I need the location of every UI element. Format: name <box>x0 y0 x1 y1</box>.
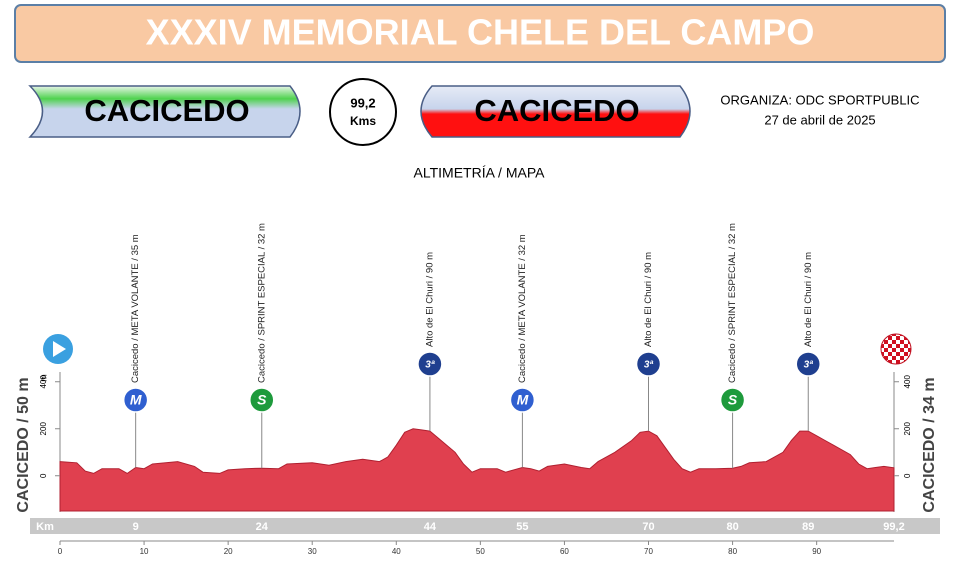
title: XXXIV MEMORIAL CHELE DEL CAMPO <box>146 12 815 53</box>
x-tick-label: 40 <box>392 547 401 556</box>
point-icon-text: 3ª <box>644 360 654 371</box>
point-icon <box>417 351 443 377</box>
start-name: CACICEDO <box>84 93 249 128</box>
y-tick-label: 400 <box>39 375 48 389</box>
point-icon-text: M <box>130 392 142 408</box>
point-label: Cacicedo / SPRINT ESPECIAL / 32 m <box>727 223 738 383</box>
km-mark-label: 89 <box>802 521 814 533</box>
point-label: Alto de El Churi / 90 m <box>803 252 814 347</box>
start-label: CACICEDO / 50 m <box>15 377 32 512</box>
distance-unit: Kms <box>350 114 376 128</box>
y-tick-label: 200 <box>39 422 48 436</box>
point-label: Alto de El Churi / 90 m <box>424 252 435 347</box>
finish-icon <box>880 333 912 365</box>
y-axis-label: m <box>38 374 48 382</box>
point-icon-text: 3ª <box>425 360 435 371</box>
x-tick-label: 90 <box>812 547 821 556</box>
date: 27 de abril de 2025 <box>764 112 875 127</box>
point-label: Cacicedo / META VOLANTE / 32 m <box>517 234 528 383</box>
point-icon-text: S <box>257 392 267 408</box>
point-icon-text: M <box>517 392 529 408</box>
distance-value: 99,2 <box>350 95 375 110</box>
km-mark-label: 9 <box>133 521 139 533</box>
point-label: Alto de El Churi / 90 m <box>643 252 654 347</box>
start-badge <box>28 85 301 138</box>
x-tick-label: 10 <box>140 547 149 556</box>
km-mark-label: 80 <box>726 521 738 533</box>
km-mark-label: 70 <box>642 521 654 533</box>
x-tick-label: 80 <box>728 547 737 556</box>
km-label: Km <box>36 521 54 533</box>
y-tick-label-right: 400 <box>903 375 912 389</box>
km-mark-label: 99,2 <box>883 521 904 533</box>
km-mark-label: 24 <box>256 521 269 533</box>
banner <box>14 4 946 63</box>
point-label: Cacicedo / SPRINT ESPECIAL / 32 m <box>256 223 267 383</box>
point-icon <box>795 351 821 377</box>
x-tick-label: 20 <box>224 547 233 556</box>
distance-circle <box>329 78 397 146</box>
point-icon <box>509 387 536 413</box>
km-bar <box>30 518 940 534</box>
point-icon <box>249 387 275 413</box>
elevation-area <box>59 428 895 512</box>
x-tick-label: 70 <box>644 547 653 556</box>
km-mark-label: 55 <box>516 521 528 533</box>
point-icon <box>122 387 149 413</box>
finish-badge <box>420 85 691 138</box>
x-tick-label: 30 <box>308 547 317 556</box>
y-tick-label-right: 0 <box>903 473 912 478</box>
y-tick-label: 0 <box>39 473 48 478</box>
section-title: ALTIMETRÍA / MAPA <box>414 165 546 181</box>
finish-name: CACICEDO <box>474 93 639 128</box>
finish-label: CACICEDO / 34 m <box>921 377 938 512</box>
point-label: Cacicedo / META VOLANTE / 35 m <box>130 234 141 383</box>
organizer: ORGANIZA: ODC SPORTPUBLIC <box>720 92 919 107</box>
point-icon <box>719 387 746 413</box>
point-icon-text: 3ª <box>804 360 814 371</box>
km-mark-label: 44 <box>424 521 437 533</box>
point-icon <box>635 351 662 377</box>
point-icon-text: S <box>728 392 738 408</box>
y-tick-label-right: 200 <box>903 422 912 436</box>
x-tick-label: 0 <box>58 547 63 556</box>
start-icon-arrow <box>53 341 66 357</box>
x-tick-label: 60 <box>560 547 569 556</box>
x-tick-label: 50 <box>476 547 485 556</box>
